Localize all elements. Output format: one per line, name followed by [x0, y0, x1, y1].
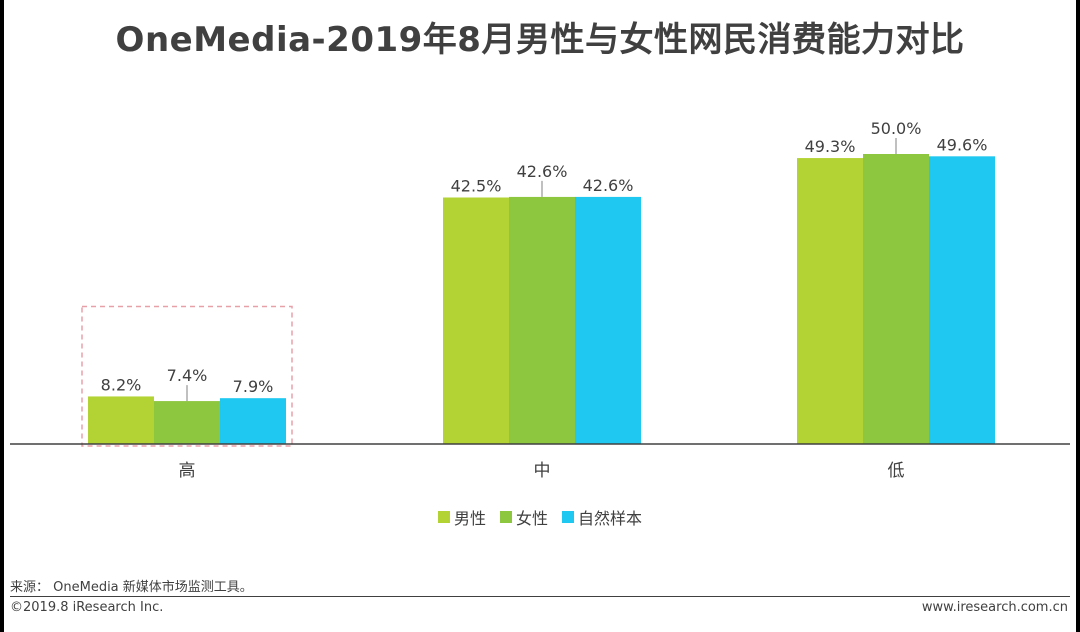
- chart-title: OneMedia-2019年8月男性与女性网民消费能力对比: [115, 20, 965, 60]
- highlight-box: [81, 305, 293, 447]
- legend-swatch: [562, 511, 574, 523]
- bar-0-1: [154, 401, 220, 444]
- data-label: 7.9%: [233, 377, 274, 396]
- bar-2-1: [863, 154, 929, 444]
- data-label: 42.5%: [451, 177, 502, 196]
- legend-item: 自然样本: [562, 505, 642, 529]
- legend-label: 自然样本: [578, 509, 643, 528]
- footer-divider: [10, 596, 1070, 597]
- legend-item: 男性: [437, 505, 486, 529]
- legend-item: 女性: [499, 505, 548, 529]
- legend-label: 女性: [515, 509, 548, 528]
- data-label: 49.3%: [805, 137, 856, 156]
- x-tick-label: 低: [888, 461, 905, 481]
- data-label: 49.6%: [937, 135, 988, 154]
- source-note: 来源： OneMedia 新媒体市场监测工具。: [10, 580, 253, 595]
- legend-label: 男性: [453, 509, 486, 528]
- bar-0-2: [220, 398, 286, 444]
- legend-swatch: [499, 511, 512, 523]
- data-label: 7.4%: [167, 366, 208, 385]
- right-frame-border: [1076, 0, 1080, 632]
- bar-1-0: [443, 197, 509, 444]
- bar-0-0: [88, 396, 154, 444]
- left-frame-border: [0, 0, 4, 632]
- chart-legend: 男性 女性 自然样本: [0, 505, 1080, 529]
- website-url: www.iresearch.com.cn: [921, 600, 1068, 615]
- bar-2-0: [797, 158, 863, 444]
- bar-1-1: [509, 196, 575, 444]
- legend-swatch: [437, 511, 450, 523]
- data-label: 42.6%: [517, 162, 568, 181]
- data-label: 50.0%: [871, 119, 922, 138]
- data-label: 8.2%: [101, 375, 142, 394]
- x-tick-label: 高: [179, 461, 196, 481]
- x-tick-label: 中: [534, 461, 551, 481]
- copyright-text: ©2019.8 iResearch Inc.: [10, 600, 164, 615]
- data-label: 42.6%: [583, 176, 634, 195]
- bar-2-2: [929, 156, 995, 444]
- bar-1-2: [575, 196, 641, 444]
